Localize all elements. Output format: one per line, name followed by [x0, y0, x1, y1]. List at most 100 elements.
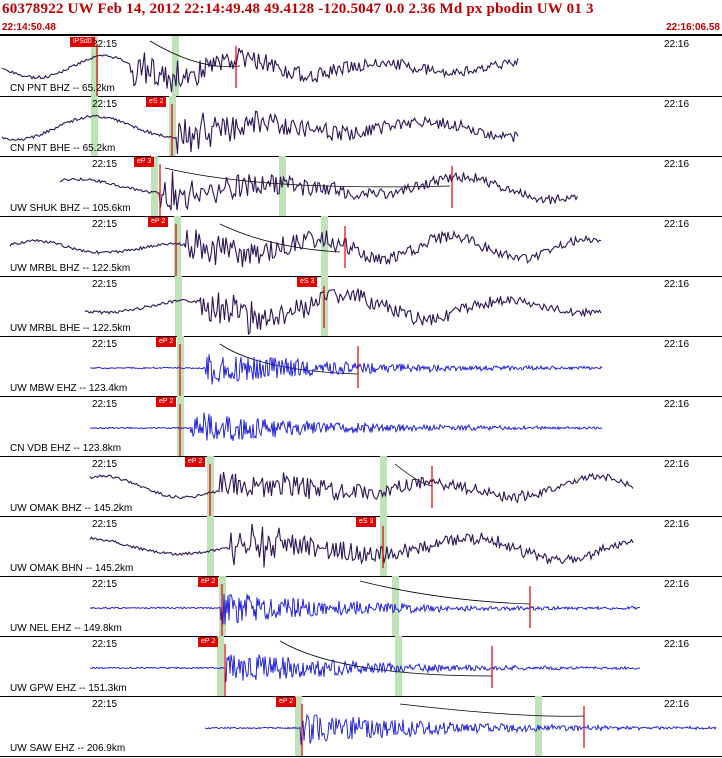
- waveform-plot: [89, 516, 634, 576]
- time-tick-right: 22:16: [664, 519, 690, 530]
- phase-pick-label[interactable]: iPSd0: [70, 37, 95, 47]
- waveform-plot: [59, 156, 578, 216]
- channel-panel[interactable]: 22:15 22:16 eP 2 UW GPW EHZ -- 151.3km: [0, 636, 722, 697]
- time-tick-left: 22:15: [92, 159, 118, 170]
- phase-pick-label[interactable]: eS 3: [356, 517, 377, 527]
- phase-window: [295, 696, 302, 756]
- station-label: UW MBW EHZ -- 123.4km: [10, 383, 128, 394]
- channel-panel[interactable]: 22:15 22:16 eP 2 UW MBW EHZ -- 123.4km: [0, 336, 722, 397]
- time-tick-right: 22:16: [664, 639, 690, 650]
- phase-window: [321, 216, 328, 276]
- waveform-plot: [9, 216, 602, 276]
- coda-curve: [219, 223, 341, 253]
- time-tick-right: 22:16: [664, 99, 690, 110]
- channel-panel[interactable]: 22:15 22:16 eP 2 UW SAW EHZ -- 206.9km: [0, 696, 722, 757]
- phase-pick-label[interactable]: eS 3: [297, 277, 318, 287]
- time-tick-left: 22:15: [92, 519, 118, 530]
- station-label: UW NEL EHZ -- 149.8km: [10, 623, 122, 634]
- time-tick-left: 22:15: [92, 279, 118, 290]
- waveform-trace: [9, 229, 602, 268]
- time-tick-right: 22:16: [664, 39, 690, 50]
- channel-panel[interactable]: 22:15 22:16 eP 2 UW NEL EHZ -- 149.8km: [0, 576, 722, 637]
- time-tick-right: 22:16: [664, 159, 690, 170]
- coda-curve: [359, 580, 531, 605]
- time-tick-left: 22:15: [92, 219, 118, 230]
- channel-panel[interactable]: 22:15 22:16 eP 2 UW MRBL BHZ -- 122.5km: [0, 216, 722, 277]
- station-label: UW SAW EHZ -- 206.9km: [10, 743, 126, 754]
- waveform-trace: [1, 47, 519, 93]
- channel-panel[interactable]: 22:15 22:16 eS 3 UW MRBL BHE -- 122.5km: [0, 276, 722, 337]
- time-tick-right: 22:16: [664, 279, 690, 290]
- phase-pick-label[interactable]: eP 2: [156, 397, 177, 407]
- waveform-trace: [84, 288, 602, 336]
- channel-panel[interactable]: 22:15 22:16 eP 3 UW SHUK BHZ -- 105.6km: [0, 156, 722, 217]
- waveform-plot: [84, 276, 602, 336]
- station-label: CN PNT BHE -- 65.2km: [10, 143, 116, 154]
- phase-window: [91, 96, 98, 156]
- phase-pick-label[interactable]: eP 3: [134, 157, 155, 167]
- waveform-plot: [89, 576, 641, 636]
- waveform-trace: [59, 171, 578, 211]
- waveform-plot: [89, 396, 603, 456]
- phase-pick-label[interactable]: eP 2: [148, 217, 169, 227]
- time-tick-left: 22:15: [92, 579, 118, 590]
- station-label: UW SHUK BHZ -- 105.6km: [10, 203, 131, 214]
- waveform-trace: [89, 354, 603, 385]
- waveform-plot: [204, 696, 717, 756]
- phase-pick-label[interactable]: eP 2: [198, 577, 219, 587]
- time-tick-left: 22:15: [92, 399, 118, 410]
- station-label: UW MRBL BHE -- 122.5km: [10, 323, 131, 334]
- waveform-trace: [89, 472, 634, 504]
- time-tick-left: 22:15: [92, 459, 118, 470]
- coda-curve: [164, 167, 451, 188]
- phase-window: [172, 36, 179, 96]
- time-tick-left: 22:15: [92, 339, 118, 350]
- waveform-trace: [204, 713, 717, 745]
- time-tick-left: 22:15: [92, 99, 118, 110]
- station-label: CN VDB EHZ -- 123.8km: [10, 443, 122, 454]
- station-label: UW OMAK BHN -- 145.2km: [10, 563, 134, 574]
- start-time: 22:14:50.48: [2, 22, 56, 33]
- station-label: CN PNT BHZ -- 65.2km: [10, 83, 115, 94]
- waveform-plot: [90, 636, 641, 696]
- phase-window: [395, 636, 402, 696]
- phase-pick-label[interactable]: eP 2: [156, 337, 177, 347]
- station-label: UW OMAK BHZ -- 145.2km: [10, 503, 133, 514]
- waveform-plot: [1, 36, 519, 96]
- time-tick-left: 22:15: [92, 639, 118, 650]
- time-tick-right: 22:16: [664, 399, 690, 410]
- time-tick-right: 22:16: [664, 459, 690, 470]
- time-tick-right: 22:16: [664, 339, 690, 350]
- phase-pick-label[interactable]: eP 2: [198, 637, 219, 647]
- phase-window: [91, 36, 98, 96]
- phase-window: [174, 216, 181, 276]
- coda-curve: [394, 463, 433, 487]
- channel-panel[interactable]: 22:15 22:16 iPSd0 CN PNT BHZ -- 65.2km: [0, 36, 722, 97]
- phase-window: [380, 456, 387, 516]
- channel-panel[interactable]: 22:15 22:16 eP 2 CN VDB EHZ -- 123.8km: [0, 396, 722, 457]
- channel-panel[interactable]: 22:15 22:16 eS 2 CN PNT BHE -- 65.2km: [0, 96, 722, 157]
- waveform-trace: [1, 110, 519, 155]
- time-tick-right: 22:16: [664, 579, 690, 590]
- channel-panel[interactable]: 22:15 22:16 eS 3 UW OMAK BHN -- 145.2km: [0, 516, 722, 577]
- waveform-plot: [89, 336, 603, 396]
- station-label: UW MRBL BHZ -- 122.5km: [10, 263, 131, 274]
- time-tick-right: 22:16: [664, 219, 690, 230]
- waveform-plot: [1, 96, 519, 156]
- phase-window: [175, 276, 182, 336]
- time-tick-right: 22:16: [664, 699, 690, 710]
- waveform-trace: [89, 412, 603, 441]
- waveform-trace: [90, 654, 641, 682]
- seismogram-panels: 22:15 22:16 iPSd0 CN PNT BHZ -- 65.2km 22:15…: [0, 36, 722, 758]
- phase-window: [151, 156, 158, 216]
- phase-pick-label[interactable]: eP 2: [185, 457, 206, 467]
- event-title: 60378922 UW Feb 14, 2012 22:14:49.48 49.…: [2, 1, 594, 17]
- coda-curve: [149, 40, 241, 68]
- phase-pick-label[interactable]: eS 2: [146, 97, 167, 107]
- station-label: UW GPW EHZ -- 151.3km: [10, 683, 127, 694]
- time-tick-left: 22:15: [92, 39, 118, 50]
- channel-panel[interactable]: 22:15 22:16 eP 2 UW OMAK BHZ -- 145.2km: [0, 456, 722, 517]
- coda-curve: [399, 703, 585, 717]
- phase-pick-label[interactable]: eP 2: [276, 697, 297, 707]
- phase-window: [217, 636, 224, 696]
